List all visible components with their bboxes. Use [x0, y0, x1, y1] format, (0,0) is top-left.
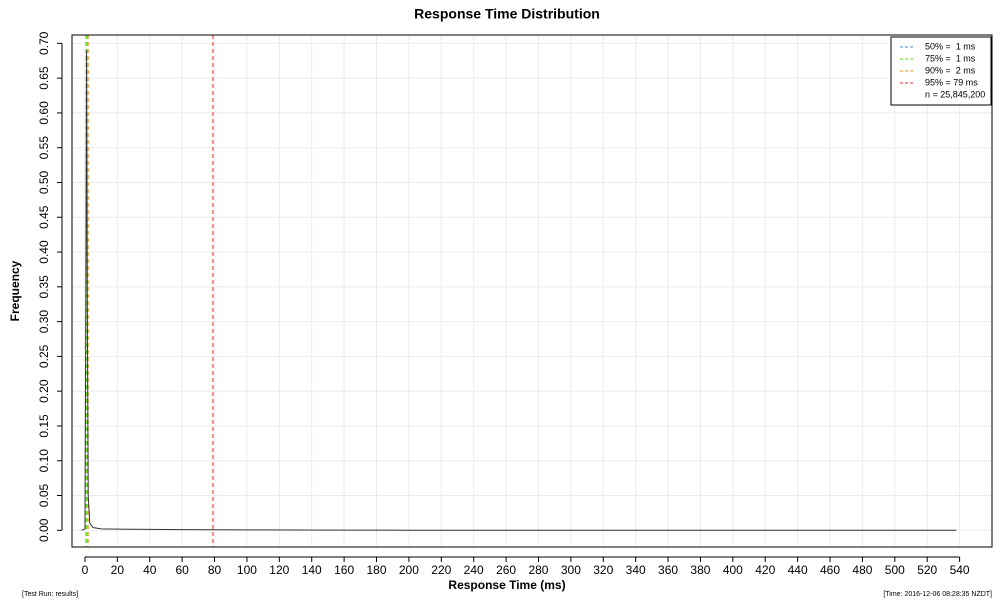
- x-tick-label: 160: [334, 563, 354, 577]
- x-tick-label: 60: [175, 563, 189, 577]
- x-tick-label: 180: [366, 563, 386, 577]
- footer-left: [Test Run: results]: [22, 591, 78, 598]
- x-tick-label: 320: [593, 563, 613, 577]
- x-tick-label: 500: [885, 563, 905, 577]
- x-tick-label: 360: [658, 563, 678, 577]
- y-tick-label: 0.45: [37, 205, 51, 229]
- x-tick-label: 480: [852, 563, 872, 577]
- y-tick-label: 0.40: [37, 240, 51, 264]
- y-tick-label: 0.20: [37, 379, 51, 403]
- y-tick-label: 0.25: [37, 344, 51, 368]
- y-tick-label: 0.00: [37, 518, 51, 542]
- x-tick-label: 20: [111, 563, 125, 577]
- legend-label: 50% = 1 ms: [925, 41, 976, 51]
- x-tick-label: 420: [755, 563, 775, 577]
- plot-frame: [71, 34, 993, 548]
- x-tick-label: 280: [528, 563, 548, 577]
- x-tick-label: 260: [496, 563, 516, 577]
- y-tick-label: 0.70: [37, 31, 51, 55]
- x-tick-label: 220: [431, 563, 451, 577]
- y-tick-label: 0.35: [37, 275, 51, 299]
- x-tick-label: 520: [917, 563, 937, 577]
- x-tick-label: 340: [626, 563, 646, 577]
- x-tick-label: 200: [399, 563, 419, 577]
- x-tick-label: 460: [820, 563, 840, 577]
- x-tick-label: 380: [690, 563, 710, 577]
- y-tick-label: 0.60: [37, 101, 51, 125]
- legend-label: 75% = 1 ms: [925, 53, 976, 63]
- x-tick-label: 100: [237, 563, 257, 577]
- x-tick-label: 120: [269, 563, 289, 577]
- x-axis-label: Response Time (ms): [448, 578, 565, 592]
- legend-label: 90% = 2 ms: [925, 65, 976, 75]
- y-tick-label: 0.55: [37, 136, 51, 160]
- density-line: [81, 50, 957, 531]
- x-tick-label: 40: [143, 563, 157, 577]
- y-tick-label: 0.10: [37, 449, 51, 473]
- chart-title: Response Time Distribution: [414, 6, 600, 22]
- x-tick-label: 400: [723, 563, 743, 577]
- x-tick-label: 140: [302, 563, 322, 577]
- y-tick-label: 0.30: [37, 310, 51, 334]
- x-tick-label: 240: [464, 563, 484, 577]
- x-tick-label: 80: [208, 563, 222, 577]
- y-tick-label: 0.05: [37, 484, 51, 508]
- legend-label: 95% = 79 ms: [925, 77, 978, 87]
- x-tick-label: 300: [561, 563, 581, 577]
- y-tick-label: 0.50: [37, 170, 51, 194]
- x-tick-label: 440: [788, 563, 808, 577]
- footer-right: [Time: 2016-12-06 08:28:35 NZDT]: [883, 591, 992, 598]
- x-tick-label: 0: [82, 563, 89, 577]
- legend-note: n = 25,845,200: [925, 89, 985, 99]
- y-tick-label: 0.65: [37, 66, 51, 90]
- y-axis-label: Frequency: [8, 260, 22, 321]
- x-tick-label: 540: [950, 563, 970, 577]
- y-tick-label: 0.15: [37, 414, 51, 438]
